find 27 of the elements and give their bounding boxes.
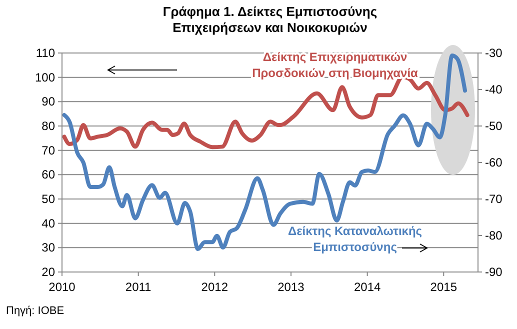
y2-tick-label: -80 (485, 228, 503, 242)
y-tick-label: 100 (34, 70, 56, 84)
y2-tick-label: -60 (485, 156, 503, 170)
y-tick-label: 40 (42, 216, 56, 230)
x-tick-label: 2010 (48, 280, 76, 294)
y-tick-label: 50 (42, 192, 56, 206)
x-tick-label: 2015 (430, 280, 458, 294)
y2-tick-label: -90 (485, 265, 503, 279)
x-tick-label: 2014 (354, 280, 381, 294)
y-tick-label: 60 (42, 168, 56, 182)
y-tick-label: 90 (42, 94, 56, 109)
chart-title: Γράφημα 1. Δείκτες Εμπιστοσύνης Επιχειρήσεων και Νοικοκυριών (162, 4, 378, 35)
x-tick-label: 2011 (125, 280, 152, 294)
text: Πηγή: ΙΟΒΕ (6, 305, 64, 317)
x-tick-label: 2012 (201, 280, 228, 294)
y2-tick-label: -50 (485, 119, 503, 133)
y-tick-label: 70 (42, 143, 56, 158)
x-tick-label: 2013 (278, 280, 305, 294)
y2-tick-label: -40 (485, 82, 503, 96)
y-tick-label: 110 (36, 46, 56, 60)
series-label: Δείκτης Επιχειρηματικών Προσδοκιών στη Βιομηχανία (252, 50, 419, 80)
y2-tick-label: -30 (485, 46, 503, 60)
line-series (62, 54, 468, 252)
y2-tick-label: -70 (485, 192, 503, 206)
y-tick-label: 20 (42, 265, 56, 279)
y-tick-label: 80 (42, 119, 56, 133)
y-tick-label: 30 (42, 240, 56, 255)
